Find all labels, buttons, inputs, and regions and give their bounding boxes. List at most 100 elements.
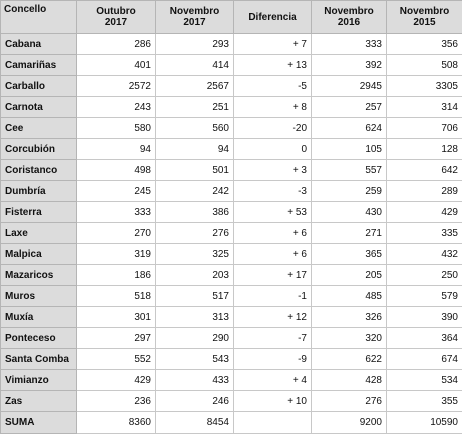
table-cell: 517 bbox=[156, 286, 234, 307]
table-cell: 364 bbox=[387, 328, 462, 349]
table-cell: 498 bbox=[77, 160, 156, 181]
row-label: Malpica bbox=[1, 244, 77, 265]
table-cell: 534 bbox=[387, 370, 462, 391]
table-cell: -3 bbox=[234, 181, 312, 202]
table-cell: 270 bbox=[77, 223, 156, 244]
table-cell: 326 bbox=[312, 307, 387, 328]
table-cell: 245 bbox=[77, 181, 156, 202]
row-label: Cee bbox=[1, 118, 77, 139]
table-cell: 579 bbox=[387, 286, 462, 307]
table-cell: 301 bbox=[77, 307, 156, 328]
table-cell: + 12 bbox=[234, 307, 312, 328]
table-cell: 580 bbox=[77, 118, 156, 139]
table-cell: + 6 bbox=[234, 244, 312, 265]
table-cell: + 7 bbox=[234, 34, 312, 55]
table-cell: 293 bbox=[156, 34, 234, 55]
table-cell: 94 bbox=[156, 139, 234, 160]
table-cell: 429 bbox=[387, 202, 462, 223]
table-cell: 508 bbox=[387, 55, 462, 76]
table-cell: 429 bbox=[77, 370, 156, 391]
table-cell: 105 bbox=[312, 139, 387, 160]
table-cell: 414 bbox=[156, 55, 234, 76]
table-cell: 325 bbox=[156, 244, 234, 265]
table-cell: 257 bbox=[312, 97, 387, 118]
table-cell: 706 bbox=[387, 118, 462, 139]
table-cell: 432 bbox=[387, 244, 462, 265]
row-label: Muxía bbox=[1, 307, 77, 328]
table-cell: 2945 bbox=[312, 76, 387, 97]
table-cell: 319 bbox=[77, 244, 156, 265]
table-cell: 2572 bbox=[77, 76, 156, 97]
table-cell: 333 bbox=[312, 34, 387, 55]
row-label: Mazaricos bbox=[1, 265, 77, 286]
table-cell: + 8 bbox=[234, 97, 312, 118]
table-cell: 250 bbox=[387, 265, 462, 286]
table-cell: + 17 bbox=[234, 265, 312, 286]
table-cell: 276 bbox=[156, 223, 234, 244]
column-header-diferencia: Diferencia bbox=[234, 1, 312, 34]
table-cell: -1 bbox=[234, 286, 312, 307]
table-cell: 186 bbox=[77, 265, 156, 286]
table-cell: 624 bbox=[312, 118, 387, 139]
table-cell: -20 bbox=[234, 118, 312, 139]
table-cell: 560 bbox=[156, 118, 234, 139]
table-cell: 543 bbox=[156, 349, 234, 370]
table-cell: 0 bbox=[234, 139, 312, 160]
table-cell: 390 bbox=[387, 307, 462, 328]
table-cell: 392 bbox=[312, 55, 387, 76]
table-cell: 313 bbox=[156, 307, 234, 328]
table-cell: 485 bbox=[312, 286, 387, 307]
table-cell: 622 bbox=[312, 349, 387, 370]
table-cell: + 3 bbox=[234, 160, 312, 181]
table-cell: 94 bbox=[77, 139, 156, 160]
row-label: Corcubión bbox=[1, 139, 77, 160]
table-cell: 430 bbox=[312, 202, 387, 223]
table-cell: + 6 bbox=[234, 223, 312, 244]
table-cell: 259 bbox=[312, 181, 387, 202]
column-header-concello: Concello bbox=[1, 1, 77, 34]
table-cell: 320 bbox=[312, 328, 387, 349]
table-cell: 333 bbox=[77, 202, 156, 223]
table-cell: 557 bbox=[312, 160, 387, 181]
table-cell: -9 bbox=[234, 349, 312, 370]
table-cell: 8360 bbox=[77, 412, 156, 434]
row-label: Coristanco bbox=[1, 160, 77, 181]
table-cell: 128 bbox=[387, 139, 462, 160]
table-cell: 10590 bbox=[387, 412, 462, 434]
table-cell: + 53 bbox=[234, 202, 312, 223]
table-cell: 355 bbox=[387, 391, 462, 412]
table-cell: 433 bbox=[156, 370, 234, 391]
table-cell bbox=[234, 412, 312, 434]
row-label: Camariñas bbox=[1, 55, 77, 76]
table-cell: + 4 bbox=[234, 370, 312, 391]
table-cell: 552 bbox=[77, 349, 156, 370]
table-cell: 674 bbox=[387, 349, 462, 370]
table-cell: 203 bbox=[156, 265, 234, 286]
table-cell: 8454 bbox=[156, 412, 234, 434]
row-label: Dumbría bbox=[1, 181, 77, 202]
row-label: Ponteceso bbox=[1, 328, 77, 349]
table-cell: 642 bbox=[387, 160, 462, 181]
